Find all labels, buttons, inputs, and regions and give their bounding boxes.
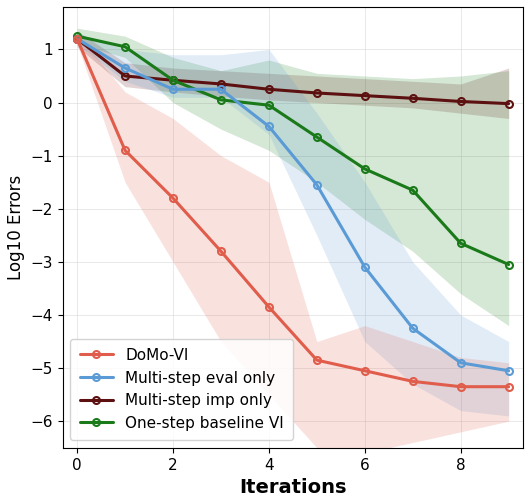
One-step baseline VI bbox=[410, 187, 416, 193]
Multi-step eval only bbox=[361, 264, 368, 270]
DoMo-VI bbox=[170, 195, 176, 201]
Multi-step imp only bbox=[314, 90, 320, 96]
One-step baseline VI bbox=[457, 240, 464, 246]
Multi-step eval only bbox=[410, 325, 416, 331]
Multi-step imp only bbox=[266, 86, 272, 92]
Line: Multi-step eval only: Multi-step eval only bbox=[74, 35, 512, 374]
Multi-step imp only bbox=[506, 101, 512, 107]
Multi-step imp only bbox=[457, 98, 464, 104]
DoMo-VI bbox=[74, 36, 80, 42]
Multi-step imp only bbox=[74, 36, 80, 42]
X-axis label: Iterations: Iterations bbox=[239, 478, 347, 497]
Multi-step eval only bbox=[122, 65, 128, 71]
One-step baseline VI bbox=[506, 262, 512, 268]
One-step baseline VI bbox=[314, 134, 320, 140]
DoMo-VI bbox=[457, 384, 464, 390]
Line: Multi-step imp only: Multi-step imp only bbox=[74, 35, 512, 107]
DoMo-VI bbox=[361, 368, 368, 374]
Multi-step eval only bbox=[218, 86, 224, 92]
One-step baseline VI bbox=[170, 77, 176, 83]
One-step baseline VI bbox=[218, 97, 224, 103]
Multi-step eval only bbox=[266, 123, 272, 130]
Multi-step eval only bbox=[506, 368, 512, 374]
Y-axis label: Log10 Errors: Log10 Errors bbox=[7, 175, 25, 280]
Multi-step imp only bbox=[122, 73, 128, 79]
Line: One-step baseline VI: One-step baseline VI bbox=[74, 33, 512, 268]
One-step baseline VI bbox=[361, 166, 368, 172]
DoMo-VI bbox=[266, 304, 272, 310]
Multi-step imp only bbox=[410, 95, 416, 101]
DoMo-VI bbox=[314, 357, 320, 363]
Multi-step imp only bbox=[170, 77, 176, 83]
Multi-step imp only bbox=[361, 93, 368, 99]
Line: DoMo-VI: DoMo-VI bbox=[74, 35, 512, 390]
Multi-step eval only bbox=[457, 360, 464, 366]
DoMo-VI bbox=[218, 248, 224, 255]
One-step baseline VI bbox=[122, 44, 128, 50]
One-step baseline VI bbox=[266, 102, 272, 108]
DoMo-VI bbox=[410, 379, 416, 385]
DoMo-VI bbox=[122, 147, 128, 153]
DoMo-VI bbox=[506, 384, 512, 390]
Multi-step imp only bbox=[218, 81, 224, 87]
Legend: DoMo-VI, Multi-step eval only, Multi-step imp only, One-step baseline VI: DoMo-VI, Multi-step eval only, Multi-ste… bbox=[70, 339, 293, 440]
Multi-step eval only bbox=[314, 182, 320, 188]
Multi-step eval only bbox=[170, 86, 176, 92]
Multi-step eval only bbox=[74, 36, 80, 42]
One-step baseline VI bbox=[74, 33, 80, 39]
